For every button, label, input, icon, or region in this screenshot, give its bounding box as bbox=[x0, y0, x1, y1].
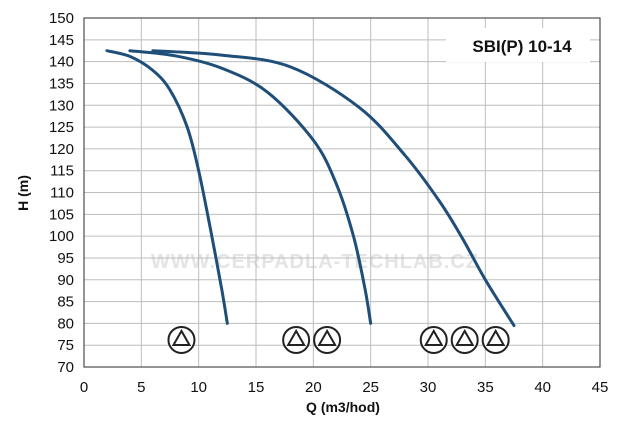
x-tick-label: 25 bbox=[362, 379, 379, 396]
x-tick-label: 30 bbox=[420, 379, 437, 396]
series-line-2 bbox=[128, 49, 373, 325]
x-tick-label: 35 bbox=[477, 379, 494, 396]
y-tick-label: 105 bbox=[49, 206, 74, 223]
pump-symbol bbox=[450, 325, 479, 354]
y-tick-label: 90 bbox=[57, 272, 74, 289]
x-tick-label: 10 bbox=[190, 379, 207, 396]
y-tick-label: 85 bbox=[57, 294, 74, 311]
y-tick-label: 130 bbox=[49, 97, 74, 114]
x-tick-label: 15 bbox=[248, 379, 265, 396]
y-tick-label: 115 bbox=[50, 163, 74, 180]
axes: 7075808590951001051101151201251301351401… bbox=[49, 10, 608, 396]
x-tick-label: 20 bbox=[305, 379, 322, 396]
y-tick-label: 75 bbox=[57, 337, 74, 354]
y-tick-label: 100 bbox=[49, 228, 74, 245]
pump-symbol-circle bbox=[167, 325, 196, 354]
pump-symbol-circle bbox=[481, 325, 510, 354]
x-tick-label: 40 bbox=[534, 379, 551, 396]
pump-symbol-triangle bbox=[317, 328, 337, 346]
pump-symbol-triangle bbox=[286, 328, 306, 346]
series-line-1 bbox=[105, 49, 229, 325]
watermark: WWW.CERPADLA-TECHLAB.CZ bbox=[151, 251, 479, 273]
pump-symbol bbox=[167, 325, 196, 354]
pump-symbol-triangle bbox=[171, 328, 192, 346]
pump-symbol-triangle bbox=[485, 328, 506, 346]
y-axis-title: H (m) bbox=[15, 175, 31, 211]
y-tick-label: 70 bbox=[57, 359, 74, 376]
x-axis-title: Q (m3/hod) bbox=[306, 399, 380, 415]
pump-symbol-triangle bbox=[454, 328, 475, 346]
x-tick-label: 5 bbox=[137, 379, 145, 396]
title-box bbox=[446, 28, 590, 62]
watermark-text: WWW.CERPADLA-TECHLAB.CZ bbox=[151, 251, 479, 273]
y-tick-label: 80 bbox=[57, 315, 74, 332]
plot-frame bbox=[83, 17, 601, 368]
pump-symbol bbox=[282, 325, 311, 354]
series-line-3 bbox=[151, 49, 516, 328]
pump-symbol-triangle bbox=[424, 328, 444, 346]
x-tick-label: 0 bbox=[80, 379, 88, 396]
chart-title: SBI(P) 10-14 bbox=[472, 37, 572, 56]
pump-symbols bbox=[167, 325, 510, 354]
pump-symbol bbox=[313, 325, 342, 354]
y-tick-label: 135 bbox=[49, 75, 74, 92]
y-tick-label: 145 bbox=[49, 32, 74, 49]
pump-symbol-circle bbox=[450, 325, 479, 354]
series-lines bbox=[105, 49, 516, 328]
y-tick-label: 95 bbox=[57, 250, 74, 267]
pump-symbol-circle bbox=[419, 325, 448, 354]
y-tick-label: 120 bbox=[49, 141, 74, 158]
pump-symbol bbox=[481, 325, 510, 354]
pump-symbol bbox=[419, 325, 448, 354]
y-tick-label: 125 bbox=[49, 119, 74, 136]
x-tick-label: 45 bbox=[592, 379, 609, 396]
pump-symbol-circle bbox=[282, 325, 311, 354]
pump-symbol-circle bbox=[313, 325, 342, 354]
y-tick-label: 150 bbox=[49, 10, 74, 27]
y-tick-label: 140 bbox=[49, 54, 74, 71]
y-tick-label: 110 bbox=[50, 185, 74, 202]
